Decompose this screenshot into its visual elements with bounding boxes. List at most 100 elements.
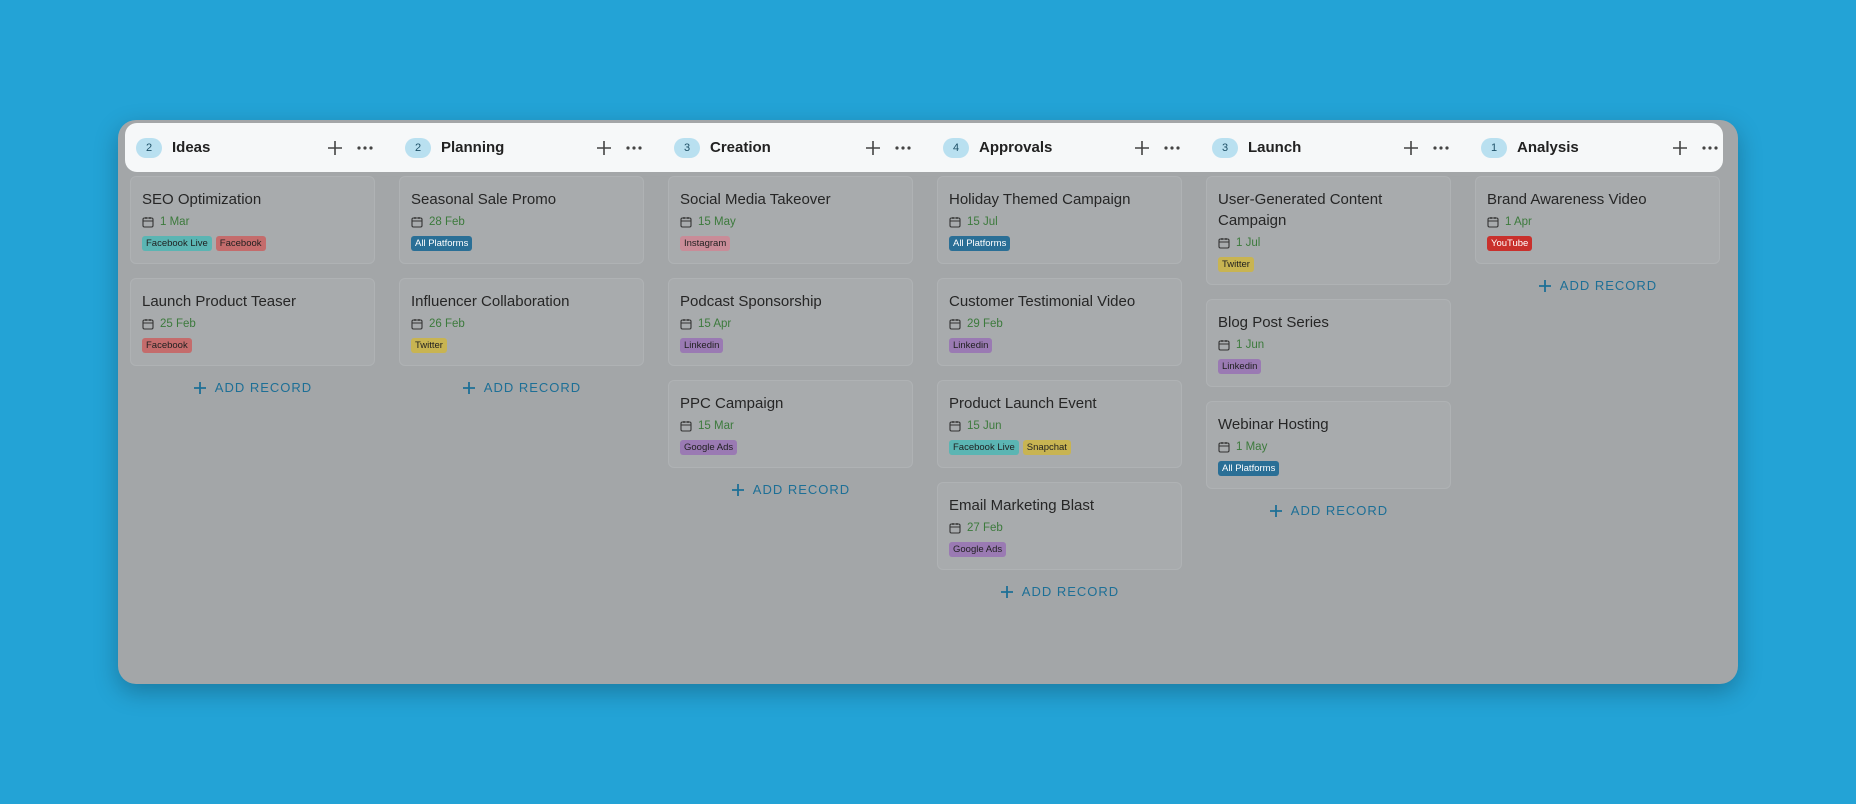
add-record-label: ADD RECORD — [752, 482, 851, 497]
column-header: 4 Approvals — [937, 123, 1192, 172]
count-badge: 4 — [943, 137, 969, 158]
add-record[interactable]: ADD RECORD — [1475, 278, 1720, 293]
card[interactable]: Launch Product Teaser 25 Feb Facebook — [130, 278, 375, 366]
card-title: Seasonal Sale Promo — [411, 191, 557, 208]
tag-list: All Platforms — [1218, 461, 1439, 476]
card-title: Email Marketing Blast — [949, 497, 1095, 514]
tag: Linkedin — [680, 338, 724, 353]
card-title: Webinar Hosting — [1218, 416, 1329, 433]
card[interactable]: Brand Awareness Video 1 Apr YouTube — [1475, 176, 1720, 264]
card[interactable]: Influencer Collaboration 26 Feb Twitter — [399, 278, 644, 366]
column: Seasonal Sale Promo 28 Feb All Platforms In… — [399, 176, 644, 395]
tag: Snapchat — [1022, 440, 1071, 455]
add-button[interactable] — [594, 138, 614, 158]
tag-list: Google Ads — [680, 440, 901, 455]
card-date: 1 Apr — [1487, 216, 1708, 228]
card-title: Blog Post Series — [1218, 314, 1329, 331]
tag-list: All Platforms — [411, 236, 632, 251]
card-title: SEO Optimization — [142, 191, 262, 208]
add-button[interactable] — [1401, 138, 1421, 158]
card[interactable]: Seasonal Sale Promo 28 Feb All Platforms — [399, 176, 644, 264]
tag-list: Facebook Live Facebook — [142, 236, 363, 251]
date-text: 1 Apr — [1505, 216, 1532, 228]
tag: All Platforms — [1218, 461, 1280, 476]
more-button[interactable] — [1431, 138, 1451, 158]
card-title: Brand Awareness Video — [1487, 191, 1647, 208]
date-text: 15 Jun — [967, 420, 1002, 432]
add-button[interactable] — [1132, 138, 1152, 158]
tag: Google Ads — [680, 440, 738, 455]
card[interactable]: User-Generated Content Campaign 1 Jul Twit… — [1206, 176, 1451, 285]
column-title: Ideas — [172, 139, 211, 156]
card-title: PPC Campaign — [680, 395, 784, 412]
more-button[interactable] — [1162, 138, 1182, 158]
date-text: 28 Feb — [429, 216, 465, 228]
card[interactable]: Blog Post Series 1 Jun Linkedin — [1206, 299, 1451, 387]
card[interactable]: Podcast Sponsorship 15 Apr Linkedin — [668, 278, 913, 366]
column-header: 2 Ideas — [130, 123, 385, 172]
card-title: Launch Product Teaser — [142, 293, 296, 310]
date-text: 15 May — [698, 216, 736, 228]
tag-list: Linkedin — [949, 338, 1170, 353]
card[interactable]: SEO Optimization 1 Mar Facebook Live Facebo… — [130, 176, 375, 264]
tag-list: Facebook — [142, 338, 363, 353]
card-title: Product Launch Event — [949, 395, 1097, 412]
card-date: 1 Mar — [142, 216, 363, 228]
date-text: 15 Apr — [698, 318, 732, 330]
add-button[interactable] — [863, 138, 883, 158]
add-button[interactable] — [1670, 138, 1690, 158]
card-date: 27 Feb — [949, 522, 1170, 534]
card-title: User-Generated Content Campaign — [1218, 191, 1383, 229]
more-button[interactable] — [624, 138, 644, 158]
tag-list: Google Ads — [949, 542, 1170, 557]
add-record-label: ADD RECORD — [1559, 278, 1658, 293]
more-button[interactable] — [355, 138, 375, 158]
tag: Facebook Live — [949, 440, 1019, 455]
tag-list: All Platforms — [949, 236, 1170, 251]
card[interactable]: Customer Testimonial Video 29 Feb Linkedin — [937, 278, 1182, 366]
column-header: 3 Creation — [668, 123, 923, 172]
count-badge: 1 — [1481, 137, 1507, 158]
count-badge: 2 — [405, 137, 431, 158]
add-button[interactable] — [325, 138, 345, 158]
more-button[interactable] — [1700, 138, 1720, 158]
date-text: 25 Feb — [160, 318, 196, 330]
tag-list: Instagram — [680, 236, 901, 251]
card-date: 1 Jun — [1218, 339, 1439, 351]
card[interactable]: Product Launch Event 15 Jun Facebook Live S… — [937, 380, 1182, 468]
column-title: Analysis — [1517, 139, 1579, 156]
add-record[interactable]: ADD RECORD — [937, 584, 1182, 599]
add-record[interactable]: ADD RECORD — [668, 482, 913, 497]
column-header: 3 Launch — [1206, 123, 1461, 172]
tag: YouTube — [1487, 236, 1533, 251]
date-text: 1 Jun — [1236, 339, 1265, 351]
more-button[interactable] — [893, 138, 913, 158]
card-date: 15 Jul — [949, 216, 1170, 228]
card-date: 29 Feb — [949, 318, 1170, 330]
add-record[interactable]: ADD RECORD — [1206, 503, 1451, 518]
card[interactable]: Social Media Takeover 15 May Instagram — [668, 176, 913, 264]
card-title: Social Media Takeover — [680, 191, 831, 208]
card[interactable]: PPC Campaign 15 Mar Google Ads — [668, 380, 913, 468]
add-record[interactable]: ADD RECORD — [399, 380, 644, 395]
column-title: Approvals — [979, 139, 1053, 156]
add-record[interactable]: ADD RECORD — [130, 380, 375, 395]
column: User-Generated Content Campaign 1 Jul Twit… — [1206, 176, 1451, 518]
tag: Linkedin — [1218, 359, 1262, 374]
add-record-label: ADD RECORD — [483, 380, 582, 395]
card[interactable]: Holiday Themed Campaign 15 Jul All Platfor… — [937, 176, 1182, 264]
card-date: 1 May — [1218, 441, 1439, 453]
count-badge: 3 — [1212, 137, 1238, 158]
board: 2 Ideas 2 Planning 3 Creation 4 Approvals 3 Launc… — [118, 120, 1738, 684]
card-date: 25 Feb — [142, 318, 363, 330]
column-title: Planning — [441, 139, 505, 156]
date-text: 15 Jul — [967, 216, 998, 228]
card-title: Holiday Themed Campaign — [949, 191, 1131, 208]
tag: All Platforms — [411, 236, 473, 251]
card[interactable]: Email Marketing Blast 27 Feb Google Ads — [937, 482, 1182, 570]
date-text: 1 Jul — [1236, 237, 1261, 249]
card-title: Influencer Collaboration — [411, 293, 570, 310]
count-badge: 2 — [136, 137, 162, 158]
column: Holiday Themed Campaign 15 Jul All Platfor… — [937, 176, 1182, 599]
card[interactable]: Webinar Hosting 1 May All Platforms — [1206, 401, 1451, 489]
